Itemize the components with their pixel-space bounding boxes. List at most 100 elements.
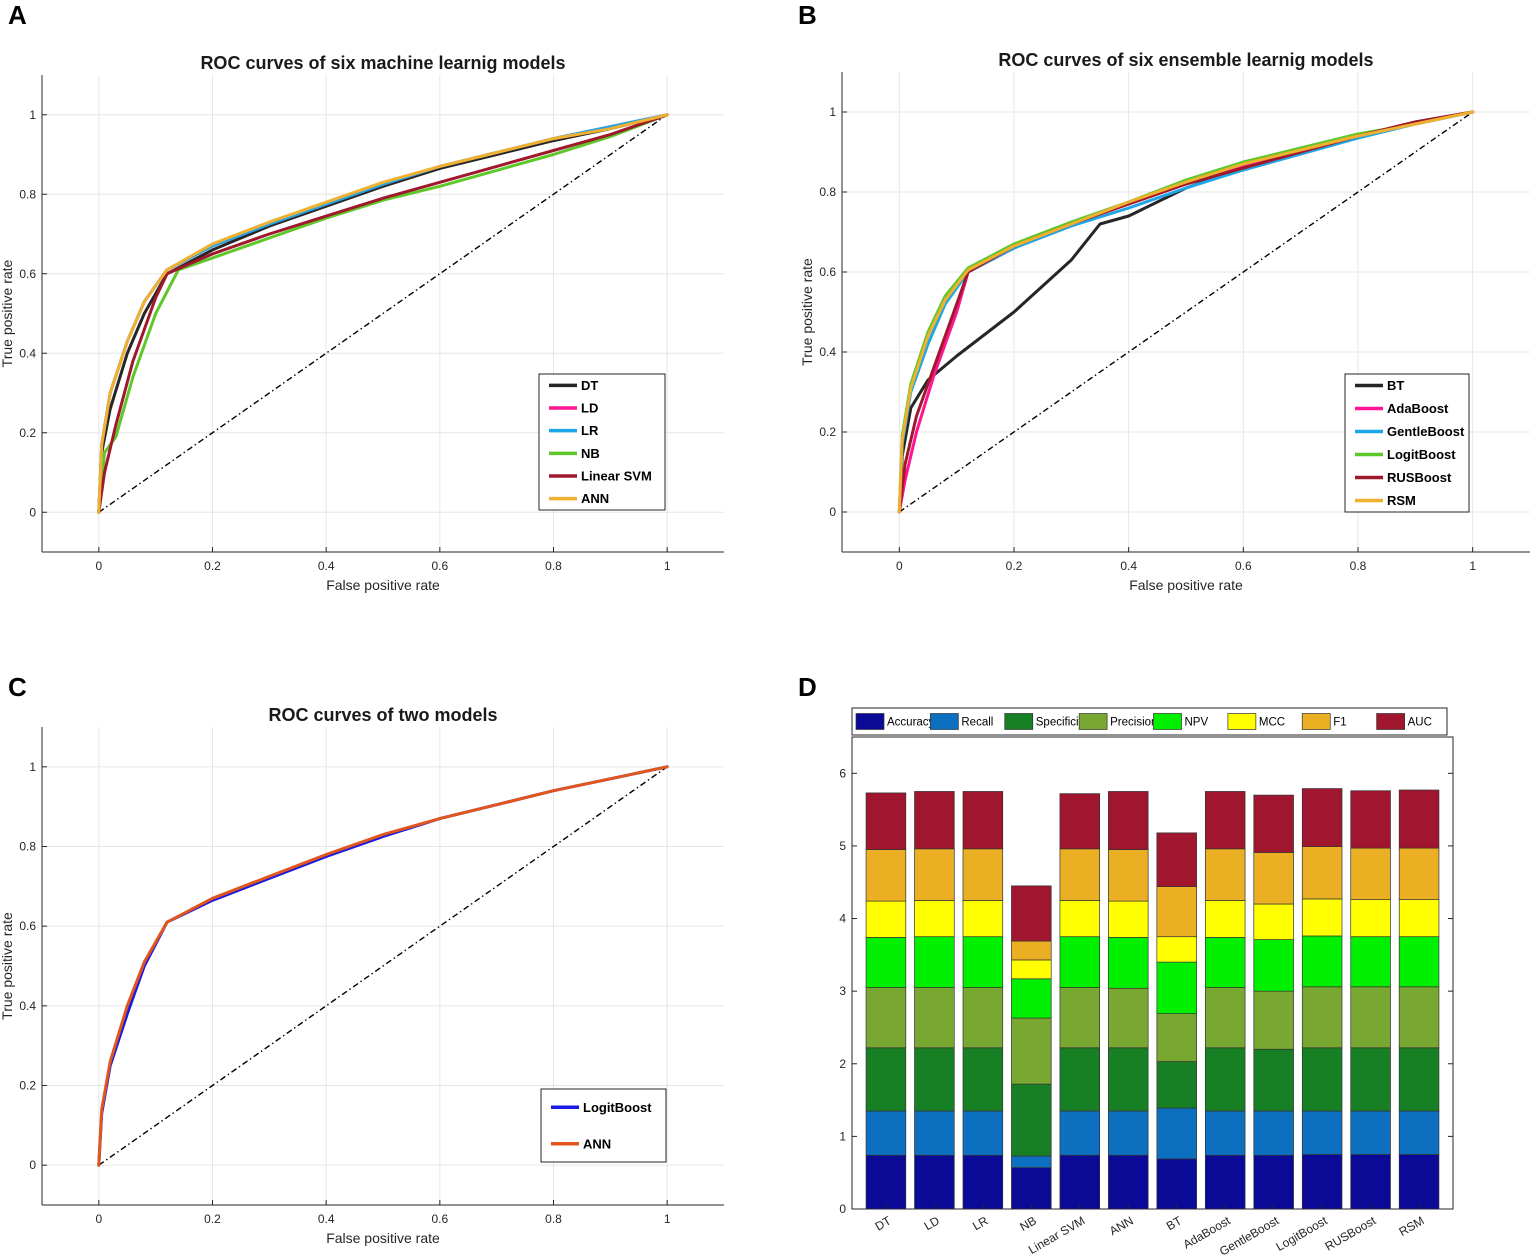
bar-segment-precision: [865, 987, 907, 1049]
x-tick-label: 0.6: [1235, 559, 1252, 573]
bar-segment-auc: [1398, 789, 1440, 849]
bar-segment-recall: [865, 1110, 907, 1156]
legend-label: RUSBoost: [1387, 470, 1452, 485]
x-tick-label: LD: [922, 1213, 943, 1233]
x-tick-label: NB: [1017, 1213, 1038, 1233]
y-tick-label: 0: [839, 1202, 846, 1216]
bar-segment-f1: [1011, 940, 1052, 961]
bar-segment-specificity: [1156, 1061, 1197, 1109]
bar-segment-npv: [1011, 978, 1052, 1019]
x-tick-label: RSM: [1396, 1213, 1426, 1238]
bar-segment-accuracy: [1059, 1154, 1101, 1210]
bar-segment-recall: [1350, 1110, 1391, 1155]
bar-segment-specificity: [914, 1047, 955, 1112]
legend-label: LR: [581, 423, 599, 438]
legend-label: AUC: [1408, 717, 1432, 729]
bar-segment-f1: [1398, 847, 1440, 901]
panel-c: C 0 0.2 0.4 0.6 0.8 1 0 0.2 0.4 0.6 0.8 1 ROC curves …: [0, 672, 724, 1246]
x-tick-label: 0: [896, 559, 903, 573]
series-line-ann: [97, 113, 669, 514]
x-tick-label: DT: [873, 1213, 894, 1233]
series-line-nb: [97, 113, 669, 514]
series-line-ann: [97, 765, 669, 1167]
bar-segment-specificity: [1204, 1047, 1246, 1112]
bar-segment-recall: [1253, 1110, 1294, 1156]
x-tick-label: 0.8: [545, 1212, 562, 1226]
bar-segment-precision: [914, 987, 955, 1049]
bar-segment-precision: [1350, 986, 1391, 1049]
bar-segment-mcc: [1156, 936, 1197, 963]
panel-letter: C: [8, 672, 27, 702]
legend-label: GentleBoost: [1387, 424, 1465, 439]
legend: LogitBoost ANN: [540, 1088, 667, 1163]
bar-segment-mcc: [1204, 900, 1246, 938]
y-tick-label: 0.6: [19, 919, 36, 933]
x-tick-label: 1: [664, 1212, 671, 1226]
series-line-gentleboost: [897, 110, 1475, 514]
chance-diagonal-line: [98, 766, 668, 1166]
legend: Accuracy Recall Specificity Precision NPV MCC…: [851, 707, 1448, 736]
legend-label: DT: [581, 378, 598, 393]
bar-segment-accuracy: [962, 1154, 1004, 1210]
x-axis-label: False positive rate: [1129, 577, 1243, 593]
legend-label: Precision: [1110, 717, 1157, 729]
legend-label: LogitBoost: [1387, 447, 1456, 462]
bar-segment-auc: [1108, 791, 1149, 850]
x-tick-label: 0.4: [1120, 559, 1137, 573]
y-tick-label: 3: [839, 984, 846, 998]
bar-segment-precision: [1253, 990, 1294, 1050]
x-tick-label: 1: [1469, 559, 1476, 573]
bar-segment-accuracy: [865, 1154, 907, 1210]
legend-label: BT: [1387, 378, 1404, 393]
legend-label: LogitBoost: [583, 1100, 652, 1115]
panel-a: A 0 0.2 0.4 0.6 0.8 1 0 0.2 0.4 0.6 0.8 1 ROC curves …: [0, 0, 724, 593]
chart-title: ROC curves of six ensemble learnig model…: [998, 50, 1373, 70]
bar-segment-precision: [1059, 987, 1101, 1049]
bar-segment-recall: [1059, 1110, 1101, 1156]
series-line-rsm: [897, 110, 1475, 514]
bar-segment-specificity: [1059, 1047, 1101, 1112]
legend-label: ANN: [581, 491, 609, 506]
bar-segment-mcc: [1108, 900, 1149, 938]
panel-letter: A: [8, 0, 27, 30]
bar-segment-precision: [1204, 987, 1246, 1049]
bar-segment-npv: [1204, 937, 1246, 988]
x-tick-label: 0.4: [318, 1212, 335, 1226]
legend: DT LD LR NB Linear SVM ANN: [538, 373, 666, 511]
y-axis-label: True positive rate: [0, 912, 15, 1020]
bar-segment-recall: [1156, 1107, 1197, 1160]
legend-label: Accuracy: [887, 717, 935, 729]
y-tick-label: 5: [839, 839, 846, 853]
legend-label: ANN: [583, 1136, 611, 1151]
bar-segment-f1: [1059, 848, 1101, 901]
bar-segment-recall: [1301, 1110, 1343, 1155]
bar-segment-mcc: [865, 900, 907, 938]
x-tick-label: 1: [664, 559, 671, 573]
bar-segment-f1: [865, 849, 907, 902]
bar-segment-auc: [1350, 790, 1391, 849]
bar-segment-auc: [914, 791, 955, 850]
bar-segment-f1: [914, 848, 955, 901]
bar-segment-specificity: [1398, 1047, 1440, 1112]
y-tick-label: 0.4: [19, 999, 36, 1013]
bar-segment-auc: [1253, 794, 1294, 853]
legend-box: [1344, 373, 1470, 513]
panel-letter: B: [798, 0, 817, 30]
bar-segment-accuracy: [1398, 1154, 1440, 1210]
bar-segment-npv: [1398, 936, 1440, 988]
legend-swatch: [1153, 713, 1182, 730]
bar-segment-mcc: [1350, 899, 1391, 938]
panel-b: B 0 0.2 0.4 0.6 0.8 1 0 0.2 0.4 0.6 0.8 1 ROC curves …: [798, 0, 1530, 593]
series-line-dt: [97, 113, 669, 514]
y-tick-label: 6: [839, 766, 846, 780]
bar-segment-precision: [1398, 986, 1440, 1049]
bar-segment-precision: [962, 987, 1004, 1049]
bar-segment-auc: [865, 792, 907, 850]
x-tick-label: 0.6: [431, 1212, 448, 1226]
bar-segment-specificity: [962, 1047, 1004, 1112]
bar-segment-recall: [1108, 1110, 1149, 1156]
x-tick-label: LogitBoost: [1274, 1213, 1331, 1254]
bar-segment-mcc: [914, 900, 955, 938]
bar-segment-recall: [1011, 1155, 1052, 1168]
